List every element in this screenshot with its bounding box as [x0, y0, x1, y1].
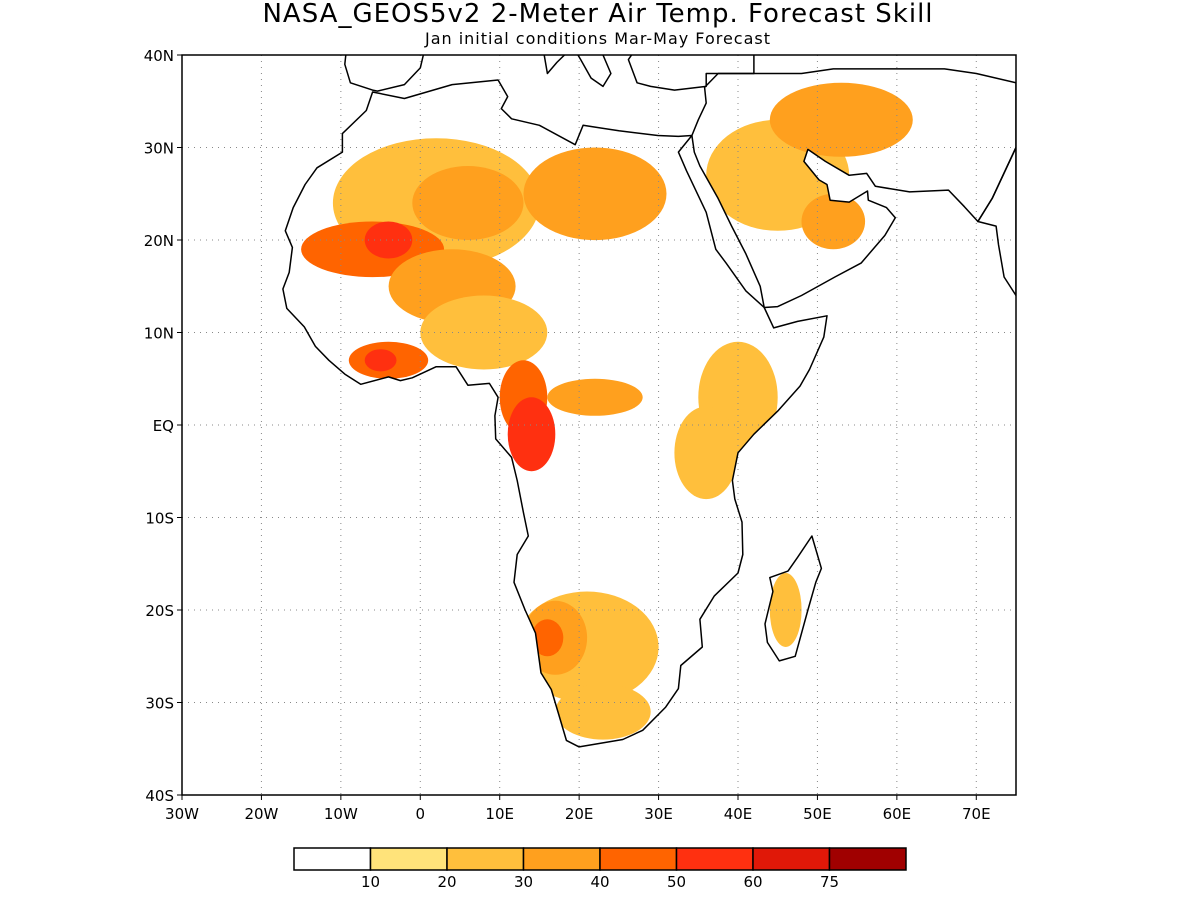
colorbar-label: 60: [743, 873, 762, 891]
x-tick-label: 50E: [803, 805, 832, 823]
colorbar-swatch: [752, 847, 831, 871]
x-tick-label: 60E: [883, 805, 912, 823]
skill-patch: [555, 684, 651, 740]
skill-patch: [531, 619, 564, 657]
skill-patch: [523, 147, 667, 241]
colorbar-label: 20: [437, 873, 456, 891]
y-tick-label: 30N: [144, 140, 174, 158]
colorbar-swatch: [369, 847, 448, 871]
coastline: [344, 55, 425, 92]
skill-patch: [420, 295, 548, 370]
skill-patch: [769, 82, 913, 157]
colorbar-swatch: [599, 847, 678, 871]
skill-patch: [364, 221, 413, 259]
x-tick-label: 20W: [244, 805, 278, 823]
y-tick-label: EQ: [153, 417, 174, 435]
skill-patch: [769, 573, 802, 647]
coastlines: [282, 55, 1016, 748]
x-tick-label: 10W: [324, 805, 358, 823]
skill-patch: [364, 349, 397, 372]
x-tick-label: 40E: [724, 805, 753, 823]
coastline: [627, 55, 755, 91]
skill-patch: [507, 397, 556, 472]
chart-title: NASA_GEOS5v2 2-Meter Air Temp. Forecast …: [262, 0, 933, 29]
skill-patch: [412, 166, 524, 240]
colorbar-swatch: [522, 847, 601, 871]
y-tick-label: 10S: [145, 510, 174, 528]
y-axis: 40N 30N 20N 10N EQ 10S 20S 30S 40S: [144, 47, 182, 805]
colorbar-swatch: [675, 847, 754, 871]
colorbar: 10 20 30 40 50 60 75: [293, 847, 907, 891]
y-tick-label: 40N: [144, 47, 174, 65]
y-tick-label: 40S: [145, 787, 174, 805]
x-tick-label: 30W: [165, 805, 199, 823]
map-frame: [181, 54, 1017, 796]
coastline: [577, 55, 612, 88]
x-tick-label: 20E: [565, 805, 594, 823]
colorbar-label: 10: [361, 873, 380, 891]
x-tick-label: 0: [416, 805, 426, 823]
y-tick-label: 20N: [144, 232, 174, 250]
y-tick-label: 20S: [145, 602, 174, 620]
y-tick-label: 10N: [144, 325, 174, 343]
colorbar-swatch: [828, 847, 907, 871]
skill-patch: [547, 378, 643, 416]
skill-shading: [301, 82, 913, 740]
coastline: [977, 146, 1016, 297]
x-tick-label: 10E: [485, 805, 514, 823]
skill-patch: [801, 193, 866, 250]
y-tick-label: 30S: [145, 695, 174, 713]
coastline: [691, 68, 1016, 309]
colorbar-swatch: [446, 847, 525, 871]
x-tick-label: 30E: [644, 805, 673, 823]
colorbar-label: 75: [820, 873, 839, 891]
x-axis: 30W 20W 10W 0 10E 20E 30E 40E 50E 60E 70E: [165, 795, 991, 823]
coastline: [764, 535, 823, 662]
skill-patch: [674, 406, 738, 500]
gridlines: [182, 55, 1016, 795]
chart-subtitle: Jan initial conditions Mar-May Forecast: [424, 29, 771, 48]
colorbar-swatch: [293, 847, 372, 871]
colorbar-label: 50: [667, 873, 686, 891]
x-tick-label: 70E: [962, 805, 991, 823]
colorbar-label: 40: [590, 873, 609, 891]
coastline: [282, 79, 828, 748]
colorbar-label: 30: [514, 873, 533, 891]
